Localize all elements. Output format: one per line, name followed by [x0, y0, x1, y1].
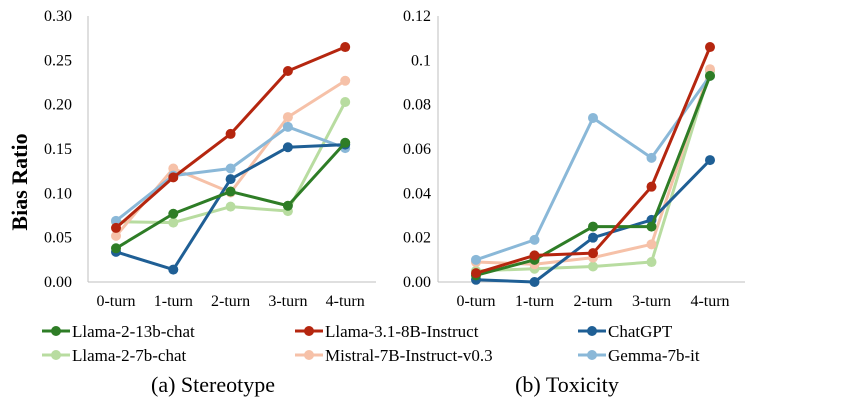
legend-label: Gemma-7b-it — [608, 346, 700, 365]
data-point — [225, 201, 236, 212]
data-point — [340, 137, 351, 148]
data-point — [529, 234, 540, 245]
legend-entry: Mistral-7B-Instruct-v0.3 — [295, 346, 493, 365]
y-tick-label: 0.20 — [44, 97, 72, 114]
legend-entry: ChatGPT — [578, 322, 673, 341]
data-point — [646, 239, 657, 250]
data-point — [111, 230, 121, 241]
legend-swatch-marker — [304, 326, 314, 336]
series-llama-2-13b-chat — [111, 137, 351, 254]
series-llama-2-7b-chat — [111, 97, 351, 228]
legend-label: Llama-2-13b-chat — [72, 322, 195, 341]
legend: Llama-2-13b-chat Llama-3.1-8B-Instruct Cha… — [42, 322, 700, 365]
legend-swatch-marker — [51, 350, 61, 360]
data-point — [471, 268, 481, 279]
data-point — [588, 112, 598, 123]
data-point — [705, 70, 715, 81]
panel-toxicity: 0.00 0.02 0.04 0.06 0.08 0.1 0.12 0-turn 1-turn 2… — [403, 8, 745, 397]
legend-label: Mistral-7B-Instruct-v0.3 — [325, 346, 493, 365]
panel-caption: (b) Toxicity — [515, 372, 619, 397]
data-point — [225, 174, 236, 185]
data-point — [588, 261, 598, 272]
data-point — [225, 186, 236, 197]
legend-entry: Llama-2-7b-chat — [42, 346, 186, 365]
y-tick-label: 0.1 — [411, 52, 431, 69]
series-llama-3-1-8b-instruct — [471, 42, 715, 279]
data-point — [646, 221, 657, 232]
data-point — [111, 215, 121, 226]
data-point — [646, 152, 657, 163]
data-point — [111, 243, 121, 254]
data-point — [705, 42, 715, 53]
data-point — [282, 142, 293, 153]
data-point — [646, 181, 657, 192]
data-point — [282, 200, 293, 211]
data-point — [168, 217, 179, 228]
data-point — [529, 277, 540, 287]
data-point — [340, 75, 351, 86]
data-point — [340, 97, 351, 108]
y-tick-label: 0.00 — [403, 274, 431, 291]
x-tick-label: 3-turn — [268, 293, 307, 310]
x-tick-label: 2-turn — [573, 293, 612, 310]
data-point — [168, 264, 179, 275]
data-point — [588, 232, 598, 243]
legend-label: ChatGPT — [608, 322, 673, 341]
series-llama-3-1-8b-instruct — [111, 42, 351, 233]
x-tick-label: 4-turn — [326, 293, 365, 310]
y-tick-label: 0.05 — [44, 230, 72, 247]
legend-swatch-marker — [587, 350, 597, 360]
legend-swatch-marker — [51, 326, 61, 336]
legend-label: Llama-3.1-8B-Instruct — [325, 322, 479, 341]
y-axis-label: Bias Ratio — [7, 133, 32, 230]
data-point — [168, 172, 179, 183]
y-tick-label: 0.02 — [403, 230, 431, 247]
data-point — [471, 254, 481, 265]
y-tick-label: 0.12 — [403, 8, 431, 25]
legend-label: Llama-2-7b-chat — [72, 346, 186, 365]
panel-caption: (a) Stereotype — [151, 372, 275, 397]
x-tick-label: 1-turn — [154, 293, 193, 310]
y-tick-label: 0.30 — [44, 8, 72, 25]
data-point — [168, 208, 179, 219]
data-point — [282, 112, 293, 123]
legend-swatch-marker — [587, 326, 597, 336]
x-tick-label: 0-turn — [456, 293, 495, 310]
x-tick-label: 4-turn — [690, 293, 729, 310]
y-tick-label: 0.15 — [44, 141, 72, 158]
data-point — [529, 250, 540, 261]
y-tick-label: 0.06 — [403, 141, 431, 158]
data-point — [340, 42, 351, 53]
data-point — [588, 221, 598, 232]
x-tick-label: 0-turn — [96, 293, 135, 310]
x-tick-label: 2-turn — [211, 293, 250, 310]
x-tick-label: 3-turn — [632, 293, 671, 310]
y-tick-label: 0.25 — [44, 52, 72, 69]
data-point — [282, 65, 293, 76]
series-llama-2-7b-chat — [471, 66, 715, 276]
data-point — [168, 163, 179, 174]
y-tick-label: 0.08 — [403, 97, 431, 114]
y-tick-label: 0.10 — [44, 185, 72, 202]
panel-stereotype: 0.00 0.05 0.10 0.15 0.20 0.25 0.30 0-turn 1-turn… — [44, 8, 376, 397]
y-tick-label: 0.00 — [44, 274, 72, 291]
legend-entry: Llama-3.1-8B-Instruct — [295, 322, 479, 341]
x-tick-label: 1-turn — [515, 293, 554, 310]
legend-swatch-marker — [304, 350, 314, 360]
data-point — [705, 155, 715, 166]
data-point — [225, 128, 236, 139]
data-point — [588, 248, 598, 259]
legend-entry: Llama-2-13b-chat — [42, 322, 195, 341]
y-tick-label: 0.04 — [403, 185, 431, 202]
legend-entry: Gemma-7b-it — [578, 346, 700, 365]
data-point — [282, 121, 293, 132]
data-point — [646, 257, 657, 268]
data-point — [225, 163, 236, 174]
data-point — [111, 222, 121, 233]
series-line — [114, 79, 347, 238]
